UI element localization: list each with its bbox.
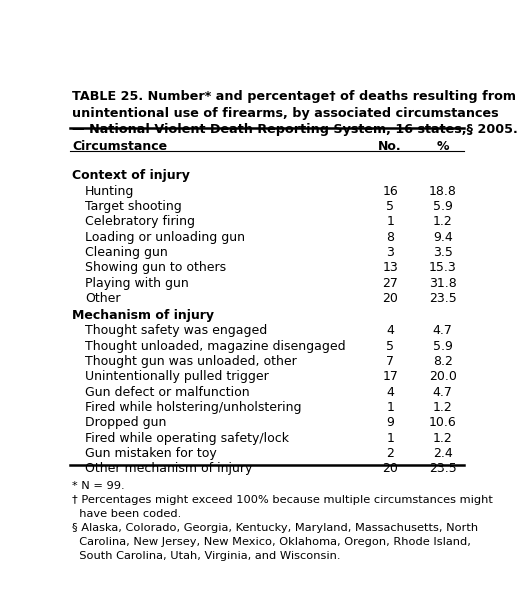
Text: Fired while operating safety/lock: Fired while operating safety/lock — [85, 432, 289, 445]
Text: 1: 1 — [386, 401, 394, 414]
Text: 31.8: 31.8 — [429, 277, 456, 289]
Text: Other: Other — [85, 292, 120, 305]
Text: * N = 99.: * N = 99. — [72, 481, 125, 491]
Text: Playing with gun: Playing with gun — [85, 277, 189, 289]
Text: Other mechanism of injury: Other mechanism of injury — [85, 463, 252, 475]
Text: Thought unloaded, magazine disengaged: Thought unloaded, magazine disengaged — [85, 340, 345, 353]
Text: 7: 7 — [386, 355, 394, 368]
Text: 4: 4 — [386, 386, 394, 399]
Text: No.: No. — [378, 140, 402, 153]
Text: %: % — [437, 140, 449, 153]
Text: Context of injury: Context of injury — [72, 169, 190, 182]
Text: Showing gun to others: Showing gun to others — [85, 261, 226, 274]
Text: 2: 2 — [386, 447, 394, 460]
Text: have been coded.: have been coded. — [72, 510, 181, 519]
Text: Hunting: Hunting — [85, 185, 134, 198]
Text: Cleaning gun: Cleaning gun — [85, 246, 168, 259]
Text: Celebratory firing: Celebratory firing — [85, 215, 195, 229]
Text: † Percentages might exceed 100% because multiple circumstances might: † Percentages might exceed 100% because … — [72, 495, 493, 505]
Text: 1.2: 1.2 — [433, 401, 453, 414]
Text: 17: 17 — [382, 370, 398, 384]
Text: — National Violent Death Reporting System, 16 states,§ 2005.: — National Violent Death Reporting Syste… — [72, 124, 518, 136]
Text: 8: 8 — [386, 231, 394, 244]
Text: 3: 3 — [386, 246, 394, 259]
Text: 1.2: 1.2 — [433, 432, 453, 445]
Text: TABLE 25. Number* and percentage† of deaths resulting from: TABLE 25. Number* and percentage† of dea… — [72, 90, 516, 103]
Text: 3.5: 3.5 — [433, 246, 453, 259]
Text: 16: 16 — [382, 185, 398, 198]
Text: Dropped gun: Dropped gun — [85, 417, 166, 429]
Text: 2.4: 2.4 — [433, 447, 453, 460]
Text: Loading or unloading gun: Loading or unloading gun — [85, 231, 245, 244]
Text: 4.7: 4.7 — [433, 324, 453, 338]
Text: Thought gun was unloaded, other: Thought gun was unloaded, other — [85, 355, 296, 368]
Text: 4.7: 4.7 — [433, 386, 453, 399]
Text: 9: 9 — [386, 417, 394, 429]
Text: § Alaska, Colorado, Georgia, Kentucky, Maryland, Massachusetts, North: § Alaska, Colorado, Georgia, Kentucky, M… — [72, 523, 478, 533]
Text: 9.4: 9.4 — [433, 231, 453, 244]
Text: 10.6: 10.6 — [429, 417, 456, 429]
Text: 5: 5 — [386, 340, 394, 353]
Text: Circumstance: Circumstance — [72, 140, 167, 153]
Text: 20: 20 — [382, 292, 398, 305]
Text: Gun mistaken for toy: Gun mistaken for toy — [85, 447, 217, 460]
Text: 5.9: 5.9 — [433, 200, 453, 213]
Text: 27: 27 — [382, 277, 398, 289]
Text: 1.2: 1.2 — [433, 215, 453, 229]
Text: 15.3: 15.3 — [429, 261, 456, 274]
Text: 13: 13 — [382, 261, 398, 274]
Text: Gun defect or malfunction: Gun defect or malfunction — [85, 386, 250, 399]
Text: 8.2: 8.2 — [433, 355, 453, 368]
Text: 18.8: 18.8 — [429, 185, 456, 198]
Text: Unintentionally pulled trigger: Unintentionally pulled trigger — [85, 370, 269, 384]
Text: 20.0: 20.0 — [429, 370, 456, 384]
Text: 1: 1 — [386, 215, 394, 229]
Text: 1: 1 — [386, 432, 394, 445]
Text: Target shooting: Target shooting — [85, 200, 182, 213]
Text: South Carolina, Utah, Virginia, and Wisconsin.: South Carolina, Utah, Virginia, and Wisc… — [72, 551, 341, 561]
Text: Thought safety was engaged: Thought safety was engaged — [85, 324, 267, 338]
Text: Mechanism of injury: Mechanism of injury — [72, 309, 214, 322]
Text: Carolina, New Jersey, New Mexico, Oklahoma, Oregon, Rhode Island,: Carolina, New Jersey, New Mexico, Oklaho… — [72, 537, 471, 547]
Text: 23.5: 23.5 — [429, 463, 456, 475]
Text: 5.9: 5.9 — [433, 340, 453, 353]
Text: 5: 5 — [386, 200, 394, 213]
Text: unintentional use of firearms, by associated circumstances: unintentional use of firearms, by associ… — [72, 107, 499, 120]
Text: 20: 20 — [382, 463, 398, 475]
Text: 4: 4 — [386, 324, 394, 338]
Text: 23.5: 23.5 — [429, 292, 456, 305]
Text: Fired while holstering/unholstering: Fired while holstering/unholstering — [85, 401, 302, 414]
